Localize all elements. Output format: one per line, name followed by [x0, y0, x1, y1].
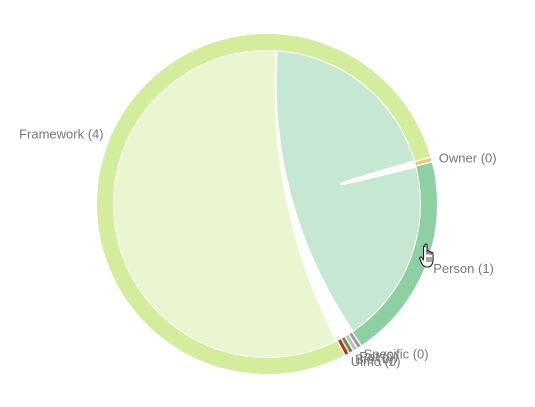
label-pet: Pet (0): [359, 349, 398, 364]
group-arc-layer: [97, 33, 437, 374]
group-arc-ulmo[interactable]: [338, 339, 349, 355]
hand-pointer-icon: [419, 243, 434, 268]
ribbon-framework-person[interactable]: [274, 49, 422, 334]
group-arc-pet[interactable]: [345, 334, 357, 351]
group-arc-bio[interactable]: [341, 337, 353, 353]
label-bio: Bio (0): [355, 352, 393, 367]
ribbon-framework-framework[interactable]: [112, 49, 339, 359]
label-framework: Framework (4): [19, 126, 104, 141]
label-person: Person (1): [433, 261, 494, 276]
group-arc-owner[interactable]: [415, 157, 432, 166]
group-arc-person[interactable]: [352, 162, 437, 346]
label-owner: Owner (0): [439, 151, 497, 166]
label-layer: Framework (4) Owner (0) Person (1) Specific…: [19, 126, 497, 369]
ribbon-layer: [112, 49, 422, 359]
group-arc-specific[interactable]: [349, 332, 361, 348]
label-ulmo: Ulmo (0): [351, 354, 401, 369]
label-specific: Specific (0): [364, 347, 429, 362]
